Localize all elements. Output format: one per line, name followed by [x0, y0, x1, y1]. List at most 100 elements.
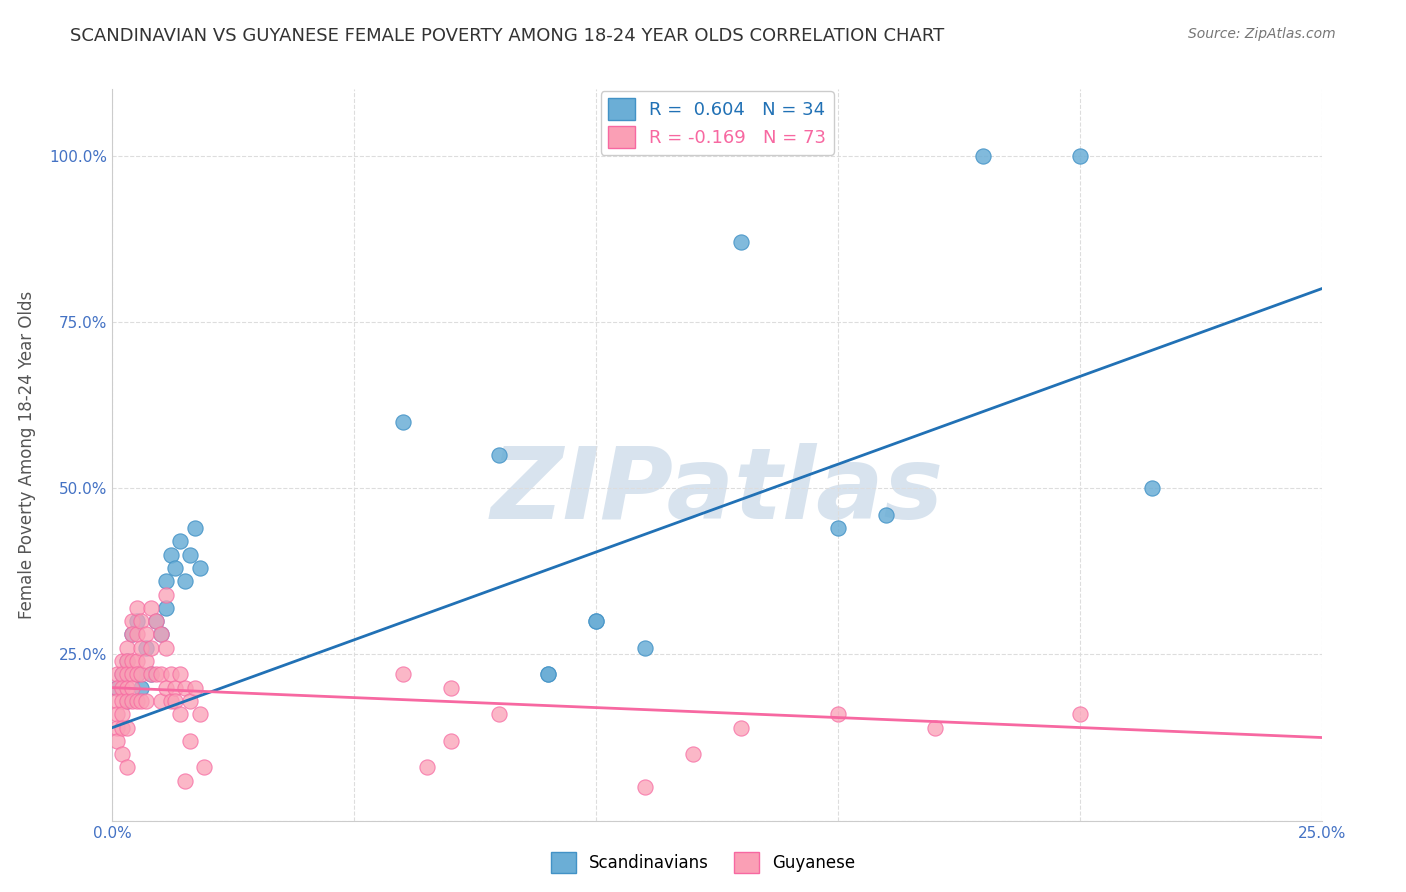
- Point: [111, 721, 134, 735]
- Point: [440, 681, 463, 695]
- Point: [105, 694, 128, 708]
- Point: [537, 667, 560, 681]
- Point: [135, 627, 157, 641]
- Point: [135, 640, 157, 655]
- Point: [131, 681, 153, 695]
- Point: [183, 681, 205, 695]
- Point: [115, 681, 138, 695]
- Point: [145, 614, 167, 628]
- Point: [183, 521, 205, 535]
- Point: [165, 694, 187, 708]
- Point: [159, 548, 181, 562]
- Point: [633, 640, 655, 655]
- Point: [169, 707, 191, 722]
- Point: [105, 681, 128, 695]
- Point: [827, 521, 849, 535]
- Point: [105, 734, 128, 748]
- Point: [174, 574, 197, 589]
- Point: [149, 667, 172, 681]
- Point: [159, 694, 181, 708]
- Point: [174, 773, 197, 788]
- Point: [827, 707, 849, 722]
- Point: [125, 667, 148, 681]
- Point: [131, 614, 153, 628]
- Point: [416, 760, 439, 774]
- Point: [105, 707, 128, 722]
- Point: [188, 561, 211, 575]
- Point: [972, 149, 994, 163]
- Text: Source: ZipAtlas.com: Source: ZipAtlas.com: [1188, 27, 1336, 41]
- Point: [111, 667, 134, 681]
- Point: [125, 694, 148, 708]
- Point: [115, 694, 138, 708]
- Point: [141, 640, 163, 655]
- Point: [115, 721, 138, 735]
- Point: [125, 614, 148, 628]
- Point: [440, 734, 463, 748]
- Point: [537, 667, 560, 681]
- Point: [488, 448, 510, 462]
- Point: [105, 667, 128, 681]
- Point: [115, 694, 138, 708]
- Point: [115, 640, 138, 655]
- Point: [141, 667, 163, 681]
- Point: [633, 780, 655, 795]
- Legend: Scandinavians, Guyanese: Scandinavians, Guyanese: [544, 846, 862, 880]
- Point: [165, 561, 187, 575]
- Point: [155, 600, 177, 615]
- Point: [125, 627, 148, 641]
- Point: [121, 667, 143, 681]
- Text: SCANDINAVIAN VS GUYANESE FEMALE POVERTY AMONG 18-24 YEAR OLDS CORRELATION CHART: SCANDINAVIAN VS GUYANESE FEMALE POVERTY …: [70, 27, 945, 45]
- Point: [115, 667, 138, 681]
- Point: [585, 614, 607, 628]
- Point: [111, 667, 134, 681]
- Point: [115, 654, 138, 668]
- Point: [179, 694, 201, 708]
- Point: [121, 681, 143, 695]
- Point: [115, 760, 138, 774]
- Point: [179, 734, 201, 748]
- Point: [169, 534, 191, 549]
- Point: [924, 721, 946, 735]
- Point: [135, 694, 157, 708]
- Point: [169, 667, 191, 681]
- Point: [125, 600, 148, 615]
- Point: [159, 667, 181, 681]
- Point: [121, 627, 143, 641]
- Point: [131, 694, 153, 708]
- Point: [145, 667, 167, 681]
- Point: [155, 588, 177, 602]
- Point: [115, 654, 138, 668]
- Point: [875, 508, 897, 522]
- Point: [105, 681, 128, 695]
- Point: [149, 627, 172, 641]
- Point: [682, 747, 704, 761]
- Point: [111, 681, 134, 695]
- Point: [155, 640, 177, 655]
- Point: [131, 667, 153, 681]
- Point: [141, 600, 163, 615]
- Point: [179, 548, 201, 562]
- Point: [188, 707, 211, 722]
- Point: [121, 627, 143, 641]
- Y-axis label: Female Poverty Among 18-24 Year Olds: Female Poverty Among 18-24 Year Olds: [18, 291, 35, 619]
- Point: [149, 627, 172, 641]
- Point: [121, 694, 143, 708]
- Point: [105, 721, 128, 735]
- Point: [488, 707, 510, 722]
- Point: [165, 681, 187, 695]
- Point: [131, 640, 153, 655]
- Point: [391, 667, 413, 681]
- Point: [125, 654, 148, 668]
- Point: [1069, 707, 1091, 722]
- Point: [121, 614, 143, 628]
- Point: [730, 235, 752, 249]
- Point: [193, 760, 215, 774]
- Point: [125, 667, 148, 681]
- Point: [1142, 481, 1164, 495]
- Point: [149, 694, 172, 708]
- Point: [155, 681, 177, 695]
- Point: [585, 614, 607, 628]
- Point: [730, 721, 752, 735]
- Point: [121, 654, 143, 668]
